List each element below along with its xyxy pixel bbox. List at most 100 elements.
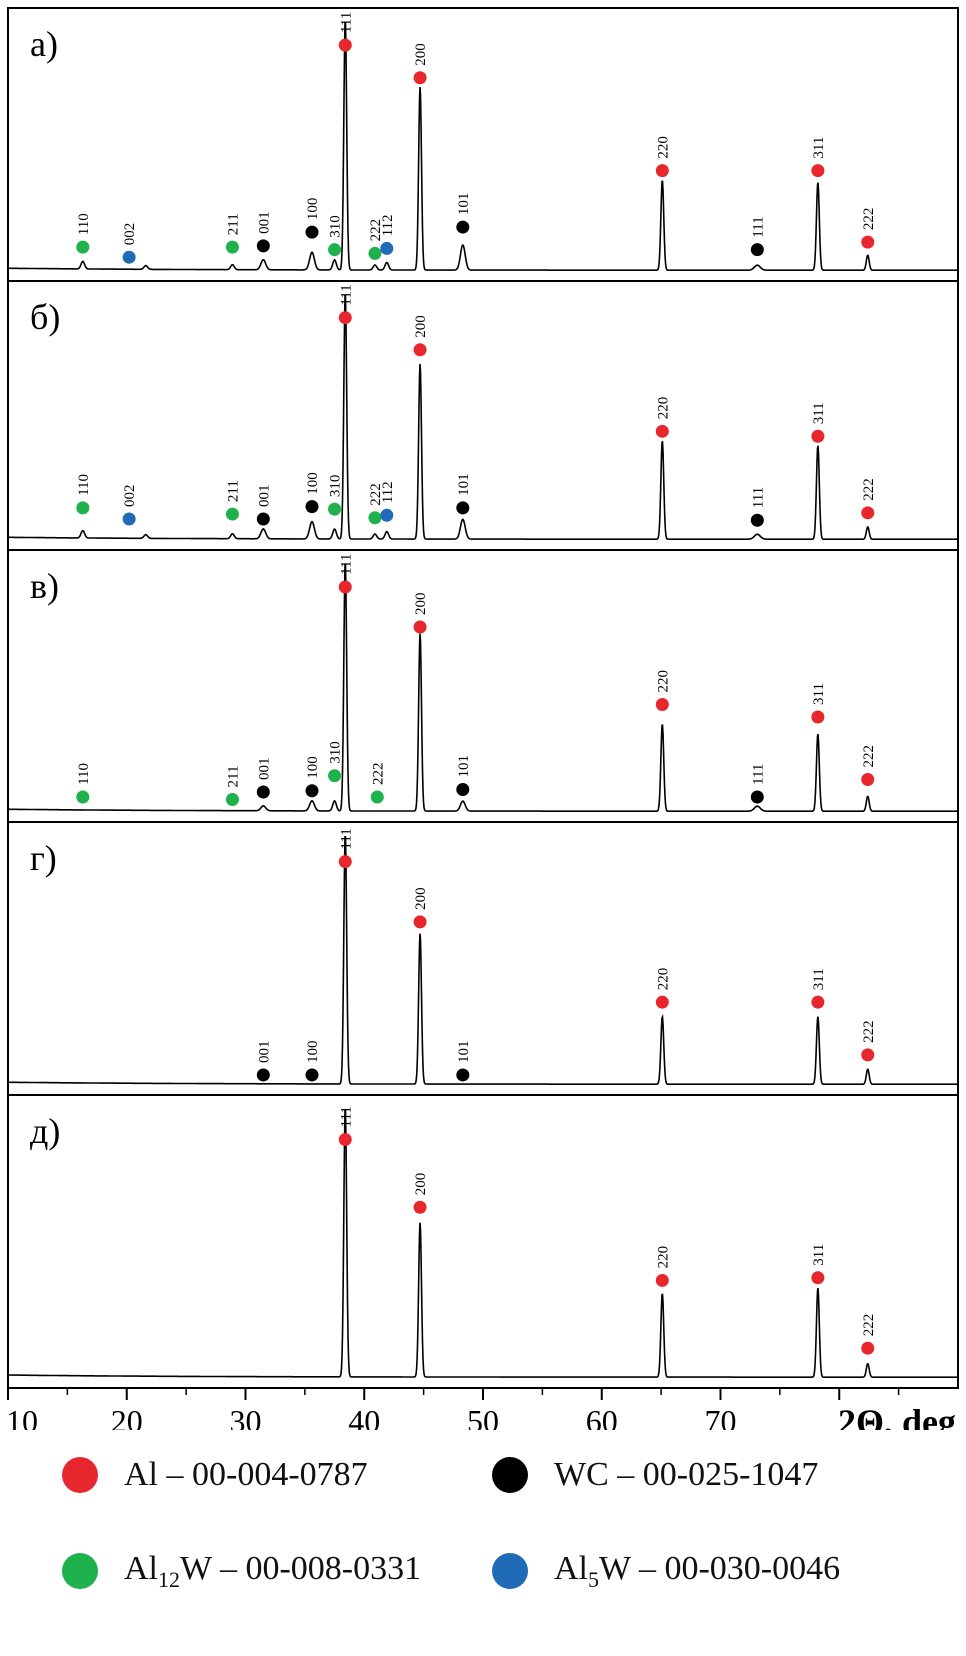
peak-marker-al-311 [811, 1271, 825, 1285]
peak-label-220: 220 [655, 670, 671, 693]
legend: Al – 00-004-0787 WC – 00-025-1047 Al12W … [0, 1430, 966, 1656]
x-tick-label-30: 30 [230, 1403, 262, 1430]
peak-label-001: 001 [256, 211, 272, 234]
peak-label-001: 001 [256, 485, 272, 508]
peak-label-111: 111 [338, 828, 354, 849]
peak-label-101: 101 [456, 193, 472, 216]
peak-label-222: 222 [861, 1314, 877, 1337]
legend-dot-al5w [492, 1553, 528, 1590]
peak-marker-al-111 [338, 38, 352, 52]
peak-marker-wc-001 [256, 785, 270, 799]
peak-marker-al12w-110 [76, 240, 90, 254]
panel-label-3: в) [30, 566, 59, 606]
peak-marker-wc-001 [256, 1068, 270, 1082]
peak-marker-al-220 [655, 1273, 669, 1287]
peak-label-101: 101 [456, 755, 472, 778]
peak-label-211: 211 [225, 766, 241, 788]
legend-dot-wc [492, 1457, 528, 1493]
peak-marker-wc-100 [305, 784, 319, 798]
x-axis-label: 2Θ, deg [838, 1402, 956, 1430]
peak-marker-al-111 [338, 855, 352, 869]
legend-label-al5w: Al5W – 00-030-0046 [554, 1550, 841, 1592]
peak-marker-al-200 [413, 343, 427, 357]
peak-marker-al-220 [655, 424, 669, 438]
peak-label-101: 101 [456, 1041, 472, 1064]
peak-marker-al-111 [338, 580, 352, 594]
peak-marker-al-311 [811, 995, 825, 1009]
peak-label-311: 311 [811, 1244, 827, 1266]
peak-marker-al-222 [861, 506, 875, 520]
peak-label-111: 111 [338, 1106, 354, 1127]
peak-label-110: 110 [76, 213, 92, 235]
peak-label-211: 211 [225, 480, 241, 502]
peak-label-220: 220 [655, 397, 671, 420]
peak-label-111: 111 [750, 216, 766, 237]
peak-marker-al-220 [655, 698, 669, 711]
peak-marker-wc-100 [305, 500, 319, 514]
peak-label-311: 311 [811, 402, 827, 424]
peak-label-002: 002 [122, 485, 138, 508]
peak-marker-wc-101 [456, 1068, 470, 1082]
peak-label-100: 100 [305, 198, 321, 221]
peak-label-100: 100 [305, 1041, 321, 1064]
panel-label-1: а) [30, 24, 58, 64]
peak-marker-al-311 [811, 164, 825, 178]
legend-dot-al [62, 1457, 98, 1493]
peak-marker-al-311 [811, 429, 825, 443]
peak-marker-al12w-310 [328, 502, 342, 516]
x-tick-label-40: 40 [348, 1403, 380, 1430]
pattern-line-2 [9, 294, 957, 540]
peak-marker-wc-111 [750, 513, 764, 527]
x-tick-label-60: 60 [586, 1403, 618, 1430]
peak-label-111: 111 [338, 12, 354, 33]
peak-marker-al-311 [811, 710, 825, 724]
peak-label-200: 200 [413, 887, 429, 910]
peak-marker-al5w-002 [122, 250, 136, 264]
panel-label-5: д) [30, 1111, 60, 1151]
peak-marker-al-200 [413, 620, 427, 634]
x-tick-label-70: 70 [705, 1403, 737, 1430]
peak-label-311: 311 [811, 137, 827, 159]
peak-marker-al12w-222 [368, 246, 382, 260]
legend-label-al12w: Al12W – 00-008-0331 [124, 1550, 422, 1592]
peak-label-200: 200 [413, 1173, 429, 1196]
legend-item-wc: WC – 00-025-1047 [492, 1456, 818, 1494]
peak-label-220: 220 [655, 1246, 671, 1269]
peak-marker-al-111 [338, 1133, 352, 1147]
peak-label-200: 200 [413, 593, 429, 616]
peak-label-112: 112 [380, 481, 396, 503]
peak-marker-al5w-002 [122, 512, 136, 526]
peak-label-222: 222 [861, 208, 877, 231]
peak-marker-wc-100 [305, 225, 319, 239]
pattern-line-4 [9, 836, 957, 1085]
peak-marker-al-222 [861, 235, 875, 249]
peak-label-222: 222 [861, 1020, 877, 1043]
peak-label-222: 222 [861, 478, 877, 501]
peak-label-310: 310 [328, 215, 344, 238]
legend-item-al: Al – 00-004-0787 [62, 1456, 368, 1494]
peak-label-310: 310 [328, 475, 344, 498]
legend-item-al5w: Al5W – 00-030-0046 [492, 1550, 840, 1593]
peak-marker-al-200 [413, 71, 427, 85]
peak-marker-al12w-110 [76, 501, 90, 515]
peak-label-222: 222 [370, 763, 386, 786]
peak-marker-al-222 [861, 1341, 875, 1355]
peak-label-112: 112 [380, 214, 396, 236]
peak-label-111: 111 [338, 284, 354, 305]
peak-label-110: 110 [76, 474, 92, 496]
panel-label-4: г) [30, 838, 57, 878]
peak-label-220: 220 [655, 968, 671, 991]
legend-dot-al12w [62, 1553, 98, 1590]
peak-marker-al12w-310 [328, 243, 342, 257]
peak-marker-al12w-211 [225, 507, 239, 521]
peak-marker-al5w-112 [380, 241, 394, 255]
legend-label-al: Al – 00-004-0787 [124, 1456, 368, 1493]
pattern-line-3 [9, 564, 957, 812]
peak-label-001: 001 [256, 758, 272, 781]
peak-label-001: 001 [256, 1041, 272, 1064]
peak-marker-al-222 [861, 773, 875, 786]
peak-marker-al5w-112 [380, 508, 394, 522]
peak-marker-al12w-310 [328, 769, 342, 783]
peak-label-222: 222 [861, 745, 877, 768]
peak-label-311: 311 [811, 968, 827, 990]
